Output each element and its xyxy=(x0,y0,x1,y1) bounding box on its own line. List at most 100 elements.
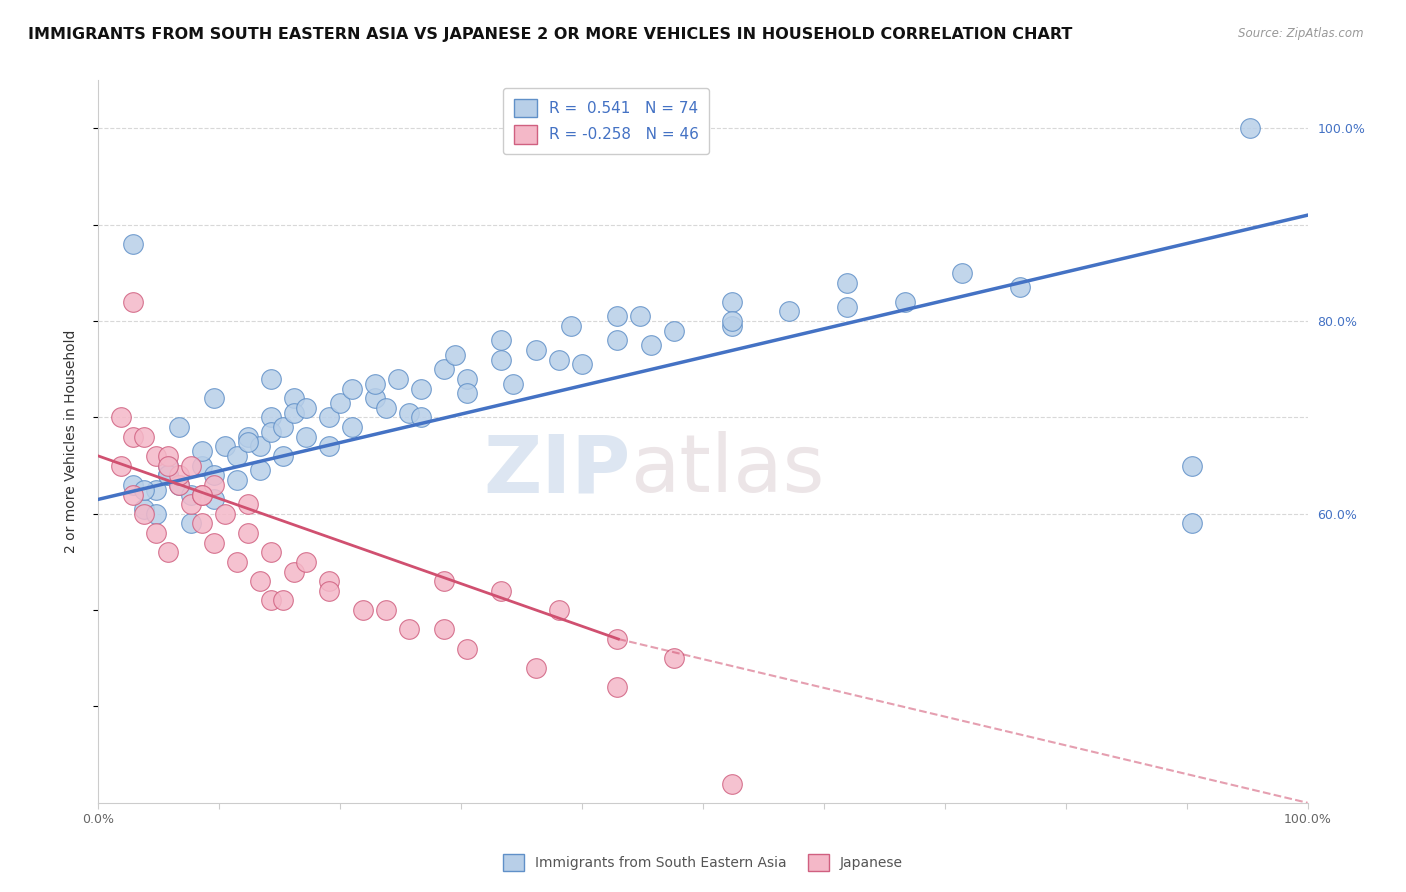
Point xyxy=(318,439,340,453)
Point xyxy=(191,516,214,531)
Point xyxy=(720,294,742,309)
Text: ZIP: ZIP xyxy=(484,432,630,509)
Point xyxy=(524,661,547,675)
Legend: Immigrants from South Eastern Asia, Japanese: Immigrants from South Eastern Asia, Japa… xyxy=(498,848,908,876)
Point xyxy=(134,507,156,521)
Point xyxy=(191,458,214,473)
Point xyxy=(122,478,145,492)
Point xyxy=(1181,458,1204,473)
Point xyxy=(122,237,145,252)
Point xyxy=(433,623,456,637)
Point xyxy=(180,458,202,473)
Point xyxy=(156,449,179,463)
Point xyxy=(1181,516,1204,531)
Point xyxy=(318,583,340,598)
Point xyxy=(202,535,225,549)
Point xyxy=(156,458,179,473)
Point xyxy=(548,603,571,617)
Point xyxy=(524,343,547,357)
Point xyxy=(191,487,214,501)
Point xyxy=(364,391,387,405)
Point xyxy=(664,651,686,665)
Point xyxy=(167,478,190,492)
Point xyxy=(950,266,973,280)
Point xyxy=(249,574,271,589)
Point xyxy=(236,434,259,449)
Point xyxy=(456,641,478,656)
Point xyxy=(145,526,167,541)
Point xyxy=(835,300,858,314)
Point xyxy=(180,516,202,531)
Point xyxy=(271,593,294,607)
Point xyxy=(236,430,259,444)
Point xyxy=(260,593,283,607)
Point xyxy=(294,555,316,569)
Point xyxy=(180,497,202,511)
Point xyxy=(225,473,247,487)
Point xyxy=(145,483,167,497)
Point xyxy=(835,276,858,290)
Point xyxy=(387,372,409,386)
Point xyxy=(202,468,225,483)
Point xyxy=(340,420,363,434)
Point xyxy=(249,463,271,477)
Point xyxy=(606,680,628,694)
Point xyxy=(202,478,225,492)
Point xyxy=(720,318,742,333)
Point xyxy=(191,487,214,501)
Point xyxy=(329,396,352,410)
Point xyxy=(110,410,132,425)
Point xyxy=(893,294,915,309)
Point xyxy=(571,358,593,372)
Point xyxy=(640,338,662,352)
Point xyxy=(444,348,467,362)
Point xyxy=(236,497,259,511)
Point xyxy=(294,430,316,444)
Point xyxy=(145,507,167,521)
Point xyxy=(283,406,305,420)
Point xyxy=(260,425,283,439)
Point xyxy=(606,310,628,324)
Point xyxy=(720,776,742,790)
Point xyxy=(156,545,179,559)
Point xyxy=(294,401,316,415)
Point xyxy=(236,526,259,541)
Point xyxy=(1239,121,1261,136)
Point xyxy=(202,391,225,405)
Point xyxy=(156,458,179,473)
Point xyxy=(1008,280,1031,294)
Point xyxy=(340,382,363,396)
Point xyxy=(145,449,167,463)
Point xyxy=(134,502,156,516)
Point xyxy=(122,294,145,309)
Point xyxy=(260,545,283,559)
Point xyxy=(318,410,340,425)
Point xyxy=(283,565,305,579)
Point xyxy=(202,492,225,507)
Point xyxy=(375,401,398,415)
Point xyxy=(398,406,420,420)
Point xyxy=(260,372,283,386)
Point xyxy=(283,391,305,405)
Point xyxy=(110,458,132,473)
Point xyxy=(318,574,340,589)
Point xyxy=(491,334,513,348)
Point xyxy=(375,603,398,617)
Point xyxy=(606,334,628,348)
Point xyxy=(606,632,628,646)
Point xyxy=(122,430,145,444)
Point xyxy=(364,376,387,391)
Point xyxy=(502,376,524,391)
Point xyxy=(456,386,478,401)
Point xyxy=(456,372,478,386)
Point xyxy=(134,483,156,497)
Text: Source: ZipAtlas.com: Source: ZipAtlas.com xyxy=(1239,27,1364,40)
Point xyxy=(225,449,247,463)
Point xyxy=(156,468,179,483)
Point xyxy=(225,555,247,569)
Point xyxy=(167,468,190,483)
Point xyxy=(664,324,686,338)
Point xyxy=(180,487,202,501)
Point xyxy=(628,310,651,324)
Point xyxy=(167,478,190,492)
